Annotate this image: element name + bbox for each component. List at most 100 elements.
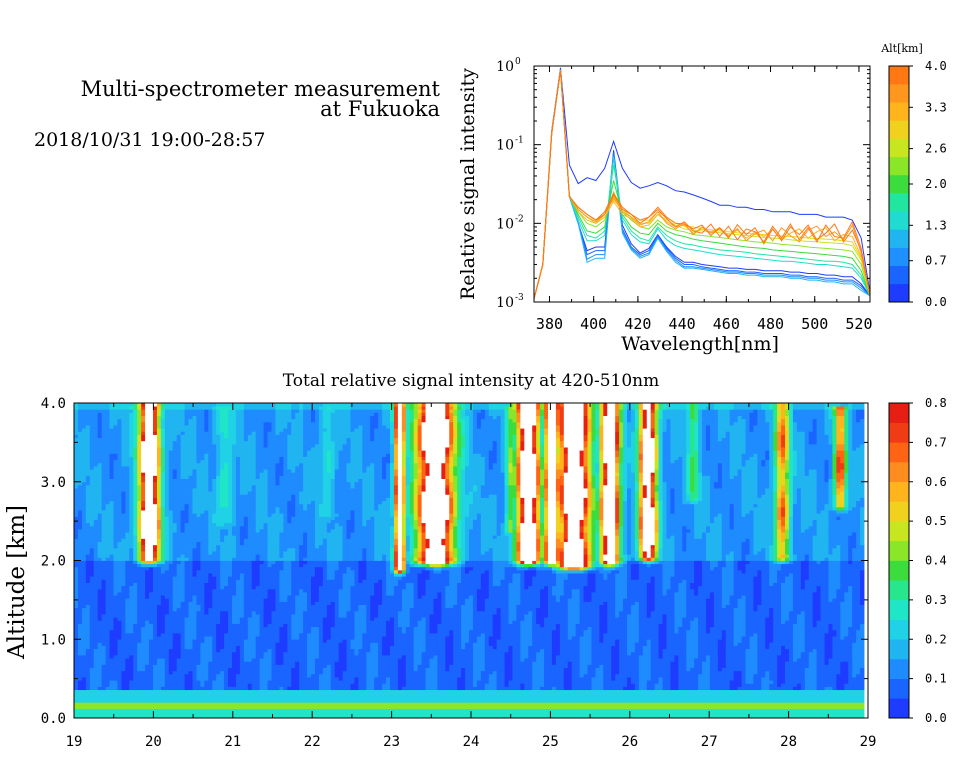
heatmap-cell (117, 617, 122, 621)
heatmap-cell (74, 409, 79, 413)
heatmap-cell (220, 554, 225, 558)
heatmap-cell (85, 551, 91, 555)
heatmap-cell (204, 551, 209, 555)
heatmap-cell (74, 629, 79, 634)
heatmap-cell (192, 409, 197, 413)
heatmap-cell (232, 403, 237, 407)
heatmap-cell (259, 683, 265, 687)
heatmap-cell (133, 626, 138, 631)
heatmap-cell (200, 456, 205, 461)
heatmap-cell (81, 491, 87, 495)
heatmap-cell (105, 573, 110, 577)
heatmap-cell (133, 607, 138, 612)
heatmap-cell (85, 450, 91, 454)
heatmap-cell (220, 673, 225, 678)
heatmap-cell (168, 623, 174, 628)
heatmap-cell (184, 450, 189, 454)
heatmap-cell (208, 475, 213, 479)
heatmap-cell (160, 667, 166, 672)
heatmap-cell (239, 544, 245, 549)
heatmap-cell (74, 639, 79, 643)
heatmap-cell (145, 695, 150, 700)
heatmap-cell (232, 651, 237, 656)
heatmap-cell (188, 708, 193, 713)
heatmap-cell (93, 623, 99, 628)
heatmap-cell (141, 443, 146, 448)
heatmap-cell (105, 560, 110, 565)
heatmap-cell (85, 692, 91, 697)
heatmap-cell (160, 462, 166, 467)
heatmap-cell (153, 711, 158, 716)
heatmap-cell (168, 440, 174, 445)
heatmap-cell (137, 475, 142, 479)
heatmap-cell (97, 554, 103, 558)
heatmap-cell (101, 554, 106, 558)
heatmap-cell (232, 604, 237, 609)
heatmap-cell (216, 699, 221, 703)
heatmap-cell (212, 434, 217, 439)
heatmap-cell (164, 554, 170, 558)
heatmap-cell (129, 711, 134, 716)
heatmap-cell (176, 607, 182, 612)
heatmap-cell (160, 601, 166, 605)
heatmap-cell (160, 431, 166, 435)
heatmap-cell (97, 680, 103, 684)
heatmap-cell (149, 412, 154, 416)
heatmap-cell (247, 645, 253, 650)
heatmap-cell (160, 447, 166, 451)
heatmap-cell (97, 535, 103, 539)
heatmap-cell (251, 614, 257, 618)
heatmap-cell (97, 598, 103, 602)
heatmap-cell (220, 689, 225, 694)
heatmap-cell (137, 623, 142, 628)
heatmap-cell (164, 614, 170, 618)
heatmap-cell (176, 683, 182, 687)
heatmap-cell (208, 566, 213, 571)
heatmap-cell (220, 500, 225, 505)
heatmap-cell (117, 437, 122, 442)
heatmap-cell (196, 623, 201, 628)
heatmap-cell (220, 491, 225, 495)
heatmap-cell (141, 667, 146, 672)
heatmap-cell (212, 655, 217, 659)
heatmap-cell (117, 510, 122, 514)
heatmap-cell (235, 529, 241, 533)
heatmap-cell (109, 692, 114, 697)
heatmap-cell (149, 610, 154, 615)
heatmap-cell (212, 412, 217, 416)
heatmap-cell (74, 670, 79, 675)
heatmap-cell (208, 450, 213, 454)
heatmap-cell (188, 664, 193, 668)
heatmap-cell (168, 494, 174, 498)
heatmap-cell (137, 481, 142, 486)
heatmap-cell (149, 667, 154, 672)
heatmap-cell (113, 522, 118, 527)
heatmap-cell (77, 620, 83, 624)
heatmap-cell (255, 636, 261, 640)
heatmap-cell (235, 582, 241, 587)
heatmap-cell (216, 535, 221, 539)
heatmap-cell (263, 692, 268, 697)
heatmap-cell (220, 592, 225, 596)
heatmap-cell (93, 598, 99, 602)
heatmap-cell (153, 639, 158, 643)
heatmap-cell (164, 576, 170, 580)
heatmap-cell (180, 579, 185, 583)
heatmap-cell (188, 478, 193, 483)
heatmap-cell (200, 406, 205, 410)
heatmap-cell (239, 421, 245, 426)
spectrum-lines (534, 67, 870, 299)
heatmap-cell (255, 620, 261, 624)
heatmap-cell (216, 459, 221, 464)
heatmap-cell (204, 522, 209, 527)
heatmap-cell (117, 529, 122, 533)
heatmap-cell (228, 421, 233, 426)
heatmap-cell (255, 447, 261, 451)
heatmap-cell (74, 614, 79, 618)
heatmap-cell (109, 466, 114, 470)
heatmap-cell (97, 705, 103, 709)
heatmap-cell (149, 466, 154, 470)
heatmap-cell (228, 585, 233, 590)
heatmap-cell (129, 500, 134, 505)
heatmap-cell (129, 456, 134, 461)
